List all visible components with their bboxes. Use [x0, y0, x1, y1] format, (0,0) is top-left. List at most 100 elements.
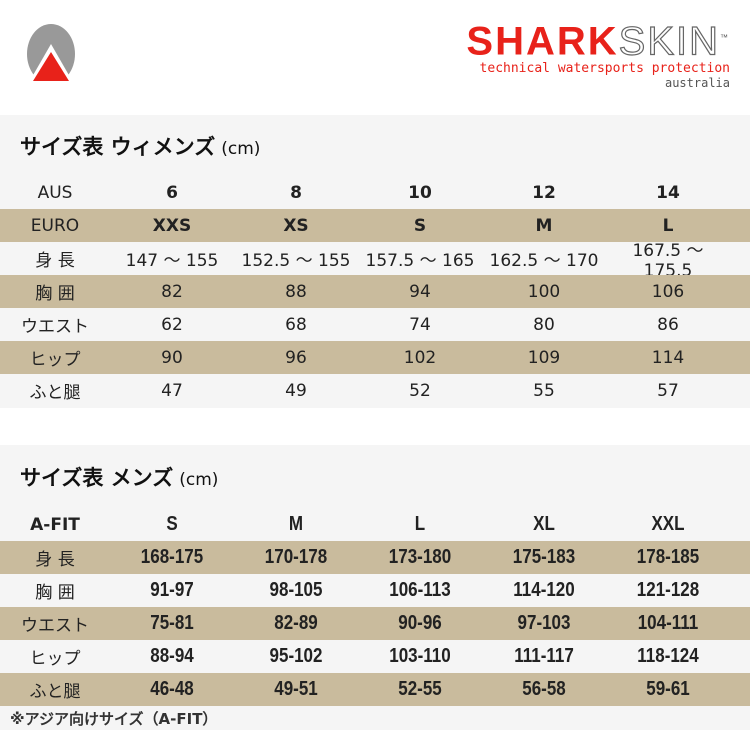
row-label: EURO: [30, 215, 80, 236]
brand-logo: SHARKSKIN™ technical watersports protect…: [466, 19, 730, 91]
table-cell: 88-94: [150, 645, 194, 667]
table-cell: 49-51: [274, 678, 318, 700]
logo-mark-icon: [27, 24, 75, 84]
table-cell: M: [535, 215, 553, 236]
table-cell: 75-81: [150, 612, 194, 634]
table-cell: 90: [161, 347, 183, 368]
table-cell: 14: [656, 182, 680, 203]
table-header-row: A-FIT S M L XL XXL: [0, 508, 750, 541]
table-cell: 59-61: [646, 678, 690, 700]
a-fit-note: ※アジア向けサイズ（A-FIT）: [10, 710, 218, 728]
table-cell: 98-105: [269, 579, 323, 601]
table-row: 身 長 168-175 170-178 173-180 175-183 178-185: [0, 541, 750, 574]
table-cell: 114: [651, 347, 685, 368]
table-cell: 97-103: [517, 612, 571, 634]
table-cell: 47: [161, 380, 183, 401]
women-size-table: サイズ表 ウィメンズ (cm) AUS 6 8 10 12 14 EURO XXS XS S M L 身 …: [0, 115, 750, 408]
table-cell: 52: [409, 380, 431, 401]
row-label: AUS: [37, 182, 73, 203]
table-cell: 104-111: [637, 612, 699, 634]
row-label: 身 長: [35, 550, 75, 570]
table-cell: 62: [161, 314, 183, 335]
row-label: ふと腿: [29, 383, 81, 403]
table-cell: 175-183: [512, 546, 576, 568]
table-cell: 121-128: [636, 579, 700, 601]
table-cell: 52-55: [398, 678, 442, 700]
table-cell: 114-120: [513, 579, 575, 601]
brand-region: australia: [664, 76, 730, 91]
table-header-row: AUS 6 8 10 12 14: [0, 176, 750, 209]
men-title: サイズ表 メンズ (cm): [20, 466, 219, 490]
table-cell: S: [413, 215, 427, 236]
table-cell: 106: [651, 281, 685, 302]
table-cell: XXL: [651, 513, 685, 535]
row-label: ふと腿: [29, 682, 81, 702]
table-cell: 102: [403, 347, 437, 368]
table-cell: S: [166, 513, 178, 535]
table-cell: 118-124: [637, 645, 699, 667]
table-cell: 57: [657, 380, 679, 401]
row-label: ヒップ: [29, 649, 81, 669]
table-cell: 6: [166, 182, 178, 203]
table-cell: 173-180: [388, 546, 452, 568]
row-label: ヒップ: [29, 350, 81, 370]
table-row: EURO XXS XS S M L: [0, 209, 750, 242]
table-row: ウエスト 75-81 82-89 90-96 97-103 104-111: [0, 607, 750, 640]
table-cell: 178-185: [636, 546, 700, 568]
table-cell: 103-110: [389, 645, 451, 667]
table-row: ヒップ 88-94 95-102 103-110 111-117 118-124: [0, 640, 750, 673]
table-cell: 8: [290, 182, 302, 203]
row-label: ウエスト: [21, 317, 89, 337]
table-cell: 46-48: [150, 678, 194, 700]
table-cell: 95-102: [269, 645, 323, 667]
table-cell: 168-175: [140, 546, 204, 568]
table-row: ヒップ 90 96 102 109 114: [0, 341, 750, 374]
table-cell: 12: [532, 182, 556, 203]
table-cell: 74: [409, 314, 431, 335]
table-row: ふと腿 46-48 49-51 52-55 56-58 59-61: [0, 673, 750, 706]
table-row: ふと腿 47 49 52 55 57: [0, 374, 750, 407]
row-label: 胸 囲: [35, 583, 75, 603]
table-cell: 56-58: [522, 678, 566, 700]
header: SHARKSKIN™ technical watersports protect…: [0, 0, 750, 115]
table-cell: XS: [283, 215, 309, 236]
table-cell: 157.5 〜 165: [365, 251, 475, 271]
table-cell: 100: [527, 281, 561, 302]
table-row: 胸 囲 91-97 98-105 106-113 114-120 121-128: [0, 574, 750, 607]
table-cell: 88: [285, 281, 307, 302]
table-cell: 90-96: [398, 612, 442, 634]
table-cell: 96: [285, 347, 307, 368]
women-title: サイズ表 ウィメンズ (cm): [20, 135, 261, 159]
table-row: 胸 囲 82 88 94 100 106: [0, 275, 750, 308]
row-label: ウエスト: [21, 616, 89, 636]
table-cell: 49: [285, 380, 307, 401]
table-cell: XXS: [152, 215, 192, 236]
table-cell: 82-89: [274, 612, 318, 634]
table-cell: L: [414, 513, 426, 535]
table-cell: 109: [527, 347, 561, 368]
table-cell: XL: [533, 513, 555, 535]
table-cell: 55: [533, 380, 555, 401]
row-label: 胸 囲: [35, 284, 75, 304]
table-cell: 162.5 〜 170: [489, 251, 599, 271]
table-cell: 111-117: [514, 645, 574, 667]
table-cell: 170-178: [264, 546, 328, 568]
table-cell: 68: [285, 314, 307, 335]
table-cell: M: [288, 513, 304, 535]
table-cell: 106-113: [389, 579, 451, 601]
table-cell: L: [662, 215, 674, 236]
brand-tagline: technical watersports protection: [479, 61, 730, 77]
row-label: A-FIT: [30, 514, 80, 535]
table-cell: 147 〜 155: [125, 251, 219, 271]
row-label: 身 長: [35, 251, 75, 271]
table-cell: 91-97: [150, 579, 194, 601]
men-size-table: サイズ表 メンズ (cm) ※アジア向けサイズ（A-FIT） A-FIT S M L XL…: [0, 445, 750, 730]
table-cell: 86: [657, 314, 679, 335]
table-cell: 10: [408, 182, 432, 203]
table-row: ウエスト 62 68 74 80 86: [0, 308, 750, 341]
table-cell: 94: [409, 281, 431, 302]
table-cell: 152.5 〜 155: [241, 251, 351, 271]
table-row: 身 長 147 〜 155 152.5 〜 155 157.5 〜 165 162.5 …: [0, 241, 750, 281]
table-cell: 82: [161, 281, 183, 302]
table-cell: 80: [533, 314, 555, 335]
